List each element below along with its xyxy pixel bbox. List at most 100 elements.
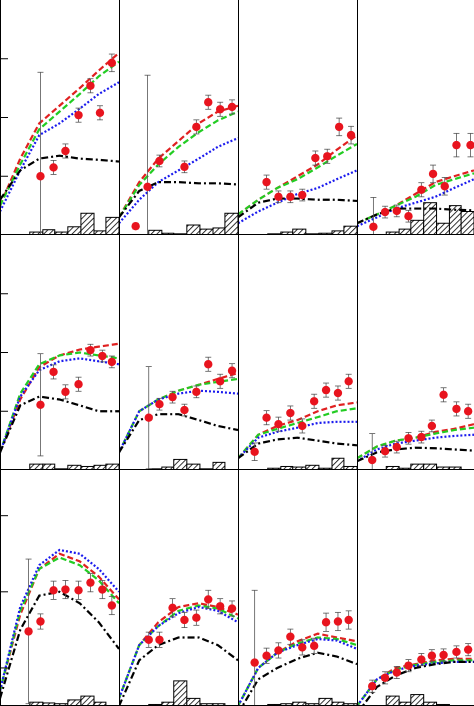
histogram-bar [343,465,357,470]
panel-plot [357,132,474,235]
model-curve [119,413,238,453]
data-point [309,397,319,406]
data-point [74,586,83,595]
panel-plot [238,117,357,235]
histogram-bar [80,212,95,235]
panel-plot [0,52,119,235]
data-point [321,385,331,395]
model-curve [0,552,119,692]
histogram-bar [173,680,188,706]
data-point [321,618,331,627]
data-point [392,668,401,677]
data-point [380,207,390,217]
model-curve [0,556,119,692]
data-point [144,635,153,644]
model-curve [0,52,119,207]
data-point [417,185,426,194]
histogram-bar [410,694,425,706]
data-point [215,377,225,386]
model-curve [119,636,238,706]
data-point [227,604,237,613]
panel-plot [238,589,357,706]
data-point [463,407,473,416]
model-curve [0,590,119,699]
data-point [440,182,449,191]
data-point [144,413,153,422]
model-curve [361,660,474,706]
data-point [298,190,307,200]
data-point [298,421,307,431]
data-point [215,602,225,611]
data-point [466,140,474,150]
data-point [143,182,152,192]
data-point [204,360,213,369]
data-point [286,408,295,418]
data-point [74,110,83,120]
model-curve [238,407,357,459]
data-point [369,222,378,231]
data-point [404,212,413,221]
data-point [427,651,437,660]
data-point [36,400,45,409]
panel [0,470,119,706]
model-curve [241,651,357,706]
panel [0,235,119,470]
data-point [333,617,343,626]
data-point [392,442,401,452]
data-point [61,146,70,156]
panel [357,0,474,235]
model-curve [238,632,357,706]
model-curve [238,142,357,216]
model-curve [357,207,474,225]
data-point [49,367,58,377]
data-point [286,192,295,202]
data-point [168,392,177,402]
panel [357,470,474,706]
histogram-bar [423,202,438,235]
data-point [180,615,189,625]
data-point [262,177,271,187]
data-point [86,578,95,587]
histogram-bar [318,697,333,706]
data-point [333,388,343,398]
data-point [404,661,413,670]
data-point [155,400,164,409]
data-point [49,586,58,595]
panel-plot [357,643,474,706]
data-point [452,140,461,150]
model-curve [357,178,474,228]
data-point [463,645,473,654]
data-point [24,627,33,636]
data-point [262,651,271,660]
data-point [98,351,107,361]
model-curve [238,636,357,706]
data-point [309,641,319,651]
model-curve [357,446,474,463]
model-curve [238,637,357,706]
model-curve [238,169,357,225]
data-point [107,58,117,68]
data-point [192,122,201,132]
panel [119,470,238,706]
data-point [274,419,283,429]
panel [238,470,357,706]
model-curve [238,134,357,216]
panel-plot [119,74,238,235]
panel-plot [238,373,357,470]
histogram-bar [67,226,82,235]
panel [238,235,357,470]
data-point [107,601,117,610]
histogram-bar [292,228,307,235]
panel-plot [119,356,238,470]
panel [357,235,474,470]
data-point [61,387,70,397]
data-point [250,658,259,667]
histogram-bar [410,219,425,235]
histogram-bar [186,697,201,706]
model-curve [0,395,119,453]
model-curve [357,433,474,463]
data-point [311,153,320,163]
data-point [204,98,213,107]
data-point [155,156,164,166]
model-curve [0,60,119,207]
